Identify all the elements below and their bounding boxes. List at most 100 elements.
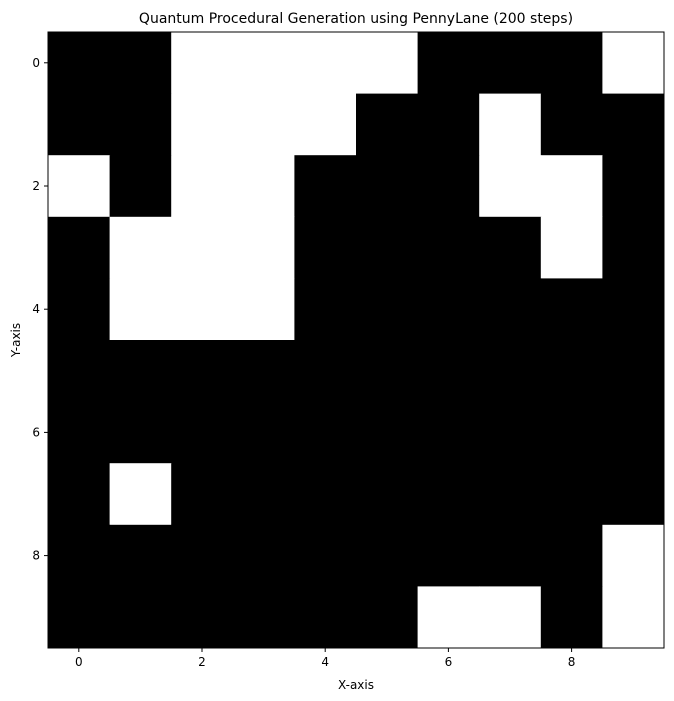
- heatmap-cell: [479, 155, 542, 218]
- heatmap-cell: [356, 216, 419, 279]
- heatmap-cell: [540, 340, 603, 403]
- heatmap-cell: [540, 524, 603, 587]
- heatmap-cell: [294, 401, 357, 464]
- heatmap-cell: [479, 278, 542, 341]
- heatmap-cell: [48, 278, 111, 341]
- heatmap-cell: [109, 32, 172, 95]
- heatmap-cell: [109, 93, 172, 156]
- heatmap-cell: [602, 586, 665, 649]
- heatmap-cell: [540, 586, 603, 649]
- heatmap-cell: [171, 463, 234, 526]
- heatmap-cell: [479, 32, 542, 95]
- y-ticks: 0 2 4 6 8: [32, 56, 48, 563]
- heatmap-cell: [356, 155, 419, 218]
- heatmap-cell: [417, 216, 480, 279]
- heatmap-cell: [417, 463, 480, 526]
- heatmap-cell: [356, 524, 419, 587]
- heatmap-cell: [171, 216, 234, 279]
- y-tick-label: 8: [32, 549, 40, 563]
- heatmap-cell: [109, 401, 172, 464]
- heatmap-cell: [294, 155, 357, 218]
- heatmap-cell: [232, 278, 295, 341]
- x-axis-label: X-axis: [338, 678, 374, 692]
- x-tick-label: 0: [75, 655, 83, 669]
- heatmap-cell: [602, 216, 665, 279]
- x-tick-label: 8: [568, 655, 576, 669]
- heatmap-cell: [417, 32, 480, 95]
- heatmap-cell: [540, 32, 603, 95]
- heatmap-cell: [171, 524, 234, 587]
- heatmap-cell: [109, 524, 172, 587]
- heatmap-cell: [109, 278, 172, 341]
- heatmap-cell: [602, 524, 665, 587]
- heatmap-cell: [602, 401, 665, 464]
- heatmap-cell: [479, 524, 542, 587]
- heatmap-cell: [356, 32, 419, 95]
- heatmap-cell: [602, 155, 665, 218]
- heatmap-cell: [109, 340, 172, 403]
- heatmap-cell: [417, 586, 480, 649]
- heatmap-cell: [602, 93, 665, 156]
- x-tick-label: 4: [321, 655, 329, 669]
- heatmap-cell: [540, 93, 603, 156]
- heatmap-cell: [232, 216, 295, 279]
- heatmap-cell: [540, 463, 603, 526]
- heatmap-cell: [356, 278, 419, 341]
- plot-frame: [47, 31, 665, 649]
- heatmap-cell: [171, 278, 234, 341]
- heatmap-cell: [356, 93, 419, 156]
- heatmap-cell: [540, 401, 603, 464]
- y-axis-label: Y-axis: [9, 323, 23, 358]
- heatmap-cell: [232, 32, 295, 95]
- heatmap-cell: [48, 586, 111, 649]
- heatmap-cell: [232, 93, 295, 156]
- heatmap-cell: [232, 586, 295, 649]
- heatmap-cell: [417, 155, 480, 218]
- heatmap-cell: [171, 586, 234, 649]
- heatmap-cell: [232, 524, 295, 587]
- heatmap-cell: [294, 32, 357, 95]
- heatmap-cell: [417, 278, 480, 341]
- heatmap-cell: [602, 278, 665, 341]
- heatmap-cell: [540, 278, 603, 341]
- heatmap-cell: [109, 155, 172, 218]
- heatmap-cell: [479, 340, 542, 403]
- heatmap-cell: [540, 155, 603, 218]
- y-tick-label: 6: [32, 425, 40, 439]
- heatmap-cell: [48, 93, 111, 156]
- heatmap-cell: [417, 93, 480, 156]
- heatmap-cell: [294, 93, 357, 156]
- heatmap-cell: [417, 340, 480, 403]
- heatmap-cell: [232, 155, 295, 218]
- heatmap-cells: [48, 32, 665, 649]
- heatmap-cell: [294, 524, 357, 587]
- heatmap-cell: [109, 463, 172, 526]
- x-ticks: 0 2 4 6 8: [75, 648, 575, 669]
- heatmap-cell: [171, 340, 234, 403]
- heatmap-cell: [479, 463, 542, 526]
- heatmap-cell: [356, 586, 419, 649]
- heatmap-cell: [171, 32, 234, 95]
- heatmap-cell: [171, 401, 234, 464]
- heatmap-cell: [540, 216, 603, 279]
- x-tick-label: 2: [198, 655, 206, 669]
- heatmap-cell: [109, 216, 172, 279]
- heatmap-cell: [48, 524, 111, 587]
- y-tick-label: 2: [32, 179, 40, 193]
- y-tick-label: 4: [32, 302, 40, 316]
- heatmap-cell: [417, 401, 480, 464]
- heatmap-cell: [48, 463, 111, 526]
- heatmap-cell: [602, 463, 665, 526]
- heatmap-cell: [109, 586, 172, 649]
- heatmap-cell: [417, 524, 480, 587]
- x-tick-label: 6: [445, 655, 453, 669]
- heatmap-cell: [356, 401, 419, 464]
- heatmap-cell: [479, 401, 542, 464]
- chart-title: Quantum Procedural Generation using Penn…: [139, 11, 573, 27]
- heatmap-cell: [232, 340, 295, 403]
- heatmap-cell: [171, 93, 234, 156]
- heatmap-cell: [48, 401, 111, 464]
- heatmap-cell: [294, 216, 357, 279]
- heatmap-cell: [232, 401, 295, 464]
